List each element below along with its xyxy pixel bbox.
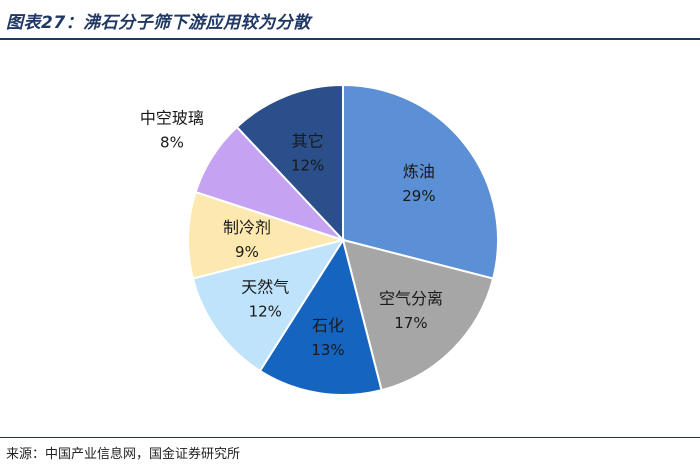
chart-title: 图表27：沸石分子筛下游应用较为分散 — [6, 13, 311, 33]
pie-chart: 炼油 29% 空气分离 17% 石化 13% 天然气 12% 制冷剂 9% 中空玻璃 8% 其它 12% — [140, 83, 499, 396]
slice-label-5: 中空玻璃 — [140, 108, 204, 127]
slice-value-4: 9% — [235, 243, 259, 261]
pie-slice-4 — [187, 190, 347, 280]
slice-value-1: 17% — [394, 314, 427, 332]
slice-value-5: 8% — [160, 133, 184, 151]
pie-chart-area: 炼油 29% 空气分离 17% 石化 13% 天然气 12% 制冷剂 9% 中空玻璃 8% 其它 12% — [0, 40, 700, 435]
pie-slice-3 — [191, 238, 346, 373]
slice-label-2: 石化 — [312, 316, 344, 335]
slice-label-3: 天然气 — [241, 277, 289, 296]
slice-value-3: 12% — [249, 302, 282, 320]
pie-slice-2 — [258, 237, 383, 396]
slice-label-0: 炼油 — [403, 162, 435, 181]
slice-value-6: 12% — [291, 157, 324, 175]
pie-slice-1 — [341, 238, 495, 392]
pie-slice-6 — [235, 83, 344, 243]
pie-slice-0 — [342, 83, 499, 280]
title-bar: 图表27：沸石分子筛下游应用较为分散 — [0, 0, 700, 40]
slice-value-2: 13% — [311, 341, 344, 359]
slice-label-6: 其它 — [292, 132, 324, 151]
title-divider — [0, 38, 700, 40]
slice-value-0: 29% — [402, 187, 435, 205]
source-note: 来源：中国产业信息网，国金证券研究所 — [6, 447, 241, 462]
slice-label-1: 空气分离 — [379, 289, 443, 308]
footer-divider — [0, 437, 700, 438]
slice-label-4: 制冷剂 — [223, 218, 271, 237]
